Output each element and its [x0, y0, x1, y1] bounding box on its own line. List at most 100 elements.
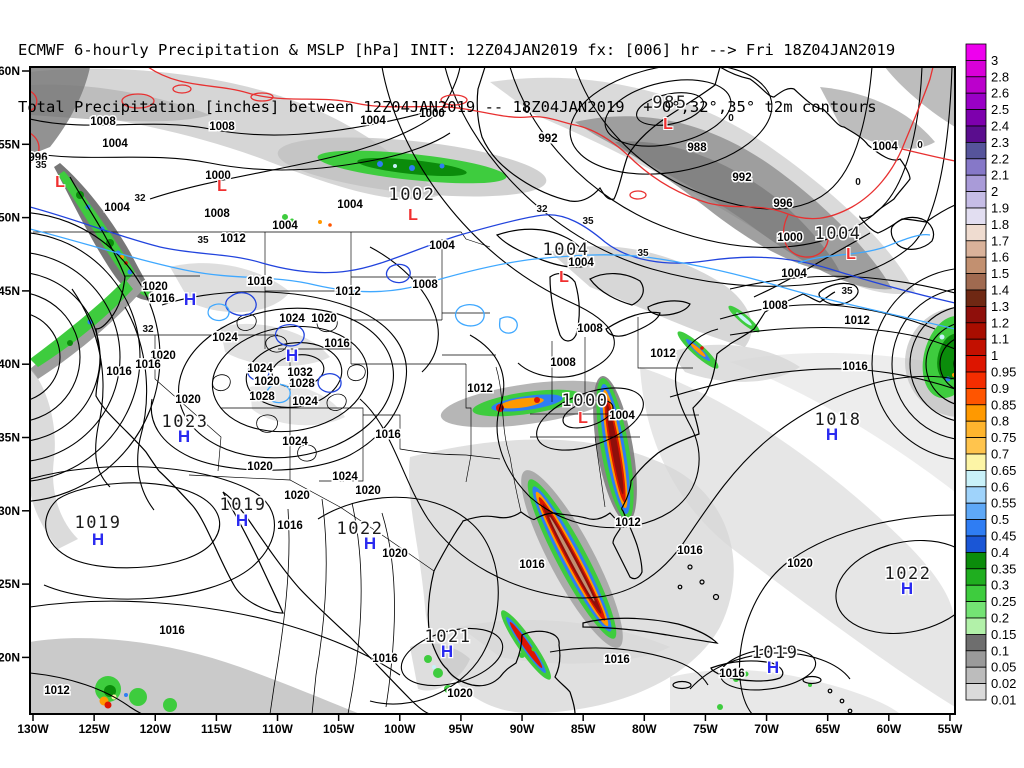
map-graphic: [30, 293, 81, 421]
map-graphic: [30, 132, 40, 164]
high-pressure-center: H: [178, 427, 190, 446]
pressure-label: 1032: [287, 367, 313, 379]
colorbar-cell: [965, 289, 987, 307]
pressure-label: 996: [773, 198, 792, 210]
map-graphic: [820, 87, 935, 149]
temp-contour-label-t35: 35: [637, 248, 649, 259]
colorbar-label: 0.55: [991, 496, 1016, 511]
colorbar-label: 0.02: [991, 676, 1016, 691]
map-graphic: [476, 67, 721, 202]
pressure-label: 1012: [615, 517, 641, 529]
map-graphic: [729, 275, 955, 294]
map-graphic: [158, 470, 284, 614]
colorbar-label: 2.3: [991, 135, 1009, 150]
map-graphic: [549, 272, 580, 342]
pressure-label: 1022: [337, 519, 384, 539]
map-graphic: [439, 163, 445, 169]
map-graphic: [45, 482, 221, 569]
map-graphic: [225, 292, 257, 317]
map-graphic: [901, 148, 955, 162]
map-graphic: [549, 516, 595, 602]
pressure-label: 1016: [277, 520, 303, 532]
pressure-label: 1023: [162, 412, 209, 432]
high-pressure-center: H: [92, 530, 104, 549]
pressure-label: 1004: [609, 410, 635, 422]
map-graphic: [30, 206, 955, 304]
map-graphic: [147, 67, 934, 220]
pressure-label: 1019: [752, 643, 799, 663]
map-graphic: [827, 688, 833, 694]
pressure-label: 1000: [777, 232, 803, 244]
map-graphic: [672, 680, 692, 690]
lon-label: 65W: [815, 722, 840, 736]
map-graphic: [647, 300, 691, 316]
colorbar-cell: [965, 371, 987, 389]
map-graphic: [835, 539, 955, 635]
colorbar-cell: [965, 240, 987, 258]
temp-contour-label-t35: 35: [841, 286, 853, 297]
map-graphic: [317, 496, 499, 705]
map-graphic: [531, 646, 537, 652]
pressure-label: 1012: [44, 685, 70, 697]
colorbar-cell: [965, 469, 987, 488]
colorbar-label: 0.25: [991, 594, 1016, 609]
map-graphic: [297, 444, 317, 462]
pressure-label: 1022: [885, 564, 932, 584]
low-pressure-center: L: [663, 116, 673, 133]
map-graphic: [454, 303, 485, 327]
colorbar-label: 2.1: [991, 168, 1009, 183]
temp-contour-label-t32: 32: [142, 324, 154, 335]
map-graphic: [400, 627, 504, 687]
lon-label: 105W: [323, 722, 355, 736]
map-graphic: [574, 67, 873, 210]
map-graphic: [719, 67, 955, 234]
pressure-label: 1004: [781, 268, 807, 280]
temp-contour-label-t35: 35: [197, 235, 209, 246]
map-graphic: [847, 708, 853, 714]
pressure-label: 1012: [650, 348, 676, 360]
low-pressure-center: L: [846, 246, 856, 263]
map-graphic: [30, 465, 275, 600]
map-graphic: [58, 171, 154, 298]
pressure-label: 1019: [75, 513, 122, 533]
colorbar: 32.8 2.62.5 2.42.32.2 2.12 1.91.81.7 1.61.5 1.…: [965, 43, 1016, 708]
pressure-label: 1012: [220, 233, 246, 245]
pressure-label: 1016: [604, 654, 630, 666]
map-graphic: [802, 675, 822, 685]
map-graphic: [245, 342, 343, 408]
map-graphic: [265, 335, 288, 353]
map-graphic: [30, 638, 360, 714]
pressure-label: 1012: [335, 286, 361, 298]
map-graphic: [432, 665, 436, 669]
pressure-label: 1020: [247, 461, 273, 473]
pressure-label: 1028: [249, 391, 275, 403]
lon-label: 70W: [754, 722, 779, 736]
map-graphic: [712, 593, 720, 601]
colorbar-label: 1.5: [991, 266, 1009, 281]
colorbar-label: 1.2: [991, 315, 1009, 330]
map-graphic: [30, 367, 78, 549]
colorbar-label: 0.15: [991, 627, 1016, 642]
map-graphic: [465, 364, 472, 483]
colorbar-cell: [965, 617, 987, 635]
lon-label: 115W: [201, 722, 232, 736]
map-graphic: [689, 652, 851, 690]
colorbar-label: 1.7: [991, 233, 1009, 248]
colorbar-label: 1.1: [991, 332, 1009, 347]
colorbar-cell: [965, 535, 987, 553]
colorbar-label: 0.75: [991, 430, 1016, 445]
lat-label: 30N: [0, 504, 20, 518]
colorbar-cell: [965, 387, 987, 406]
map-graphic: [939, 334, 945, 340]
pressure-label: 1016: [135, 359, 161, 371]
pressure-label: 1016: [372, 653, 398, 665]
pressure-label: 1000: [419, 108, 445, 120]
pressure-label: 1004: [360, 115, 386, 127]
map-graphic: [207, 303, 230, 322]
map-graphic: [269, 508, 290, 714]
colorbar-label: 2.2: [991, 151, 1009, 166]
pressure-label: 1028: [289, 378, 315, 390]
map-graphic: [30, 314, 61, 400]
pressure-label: 1020: [787, 558, 813, 570]
